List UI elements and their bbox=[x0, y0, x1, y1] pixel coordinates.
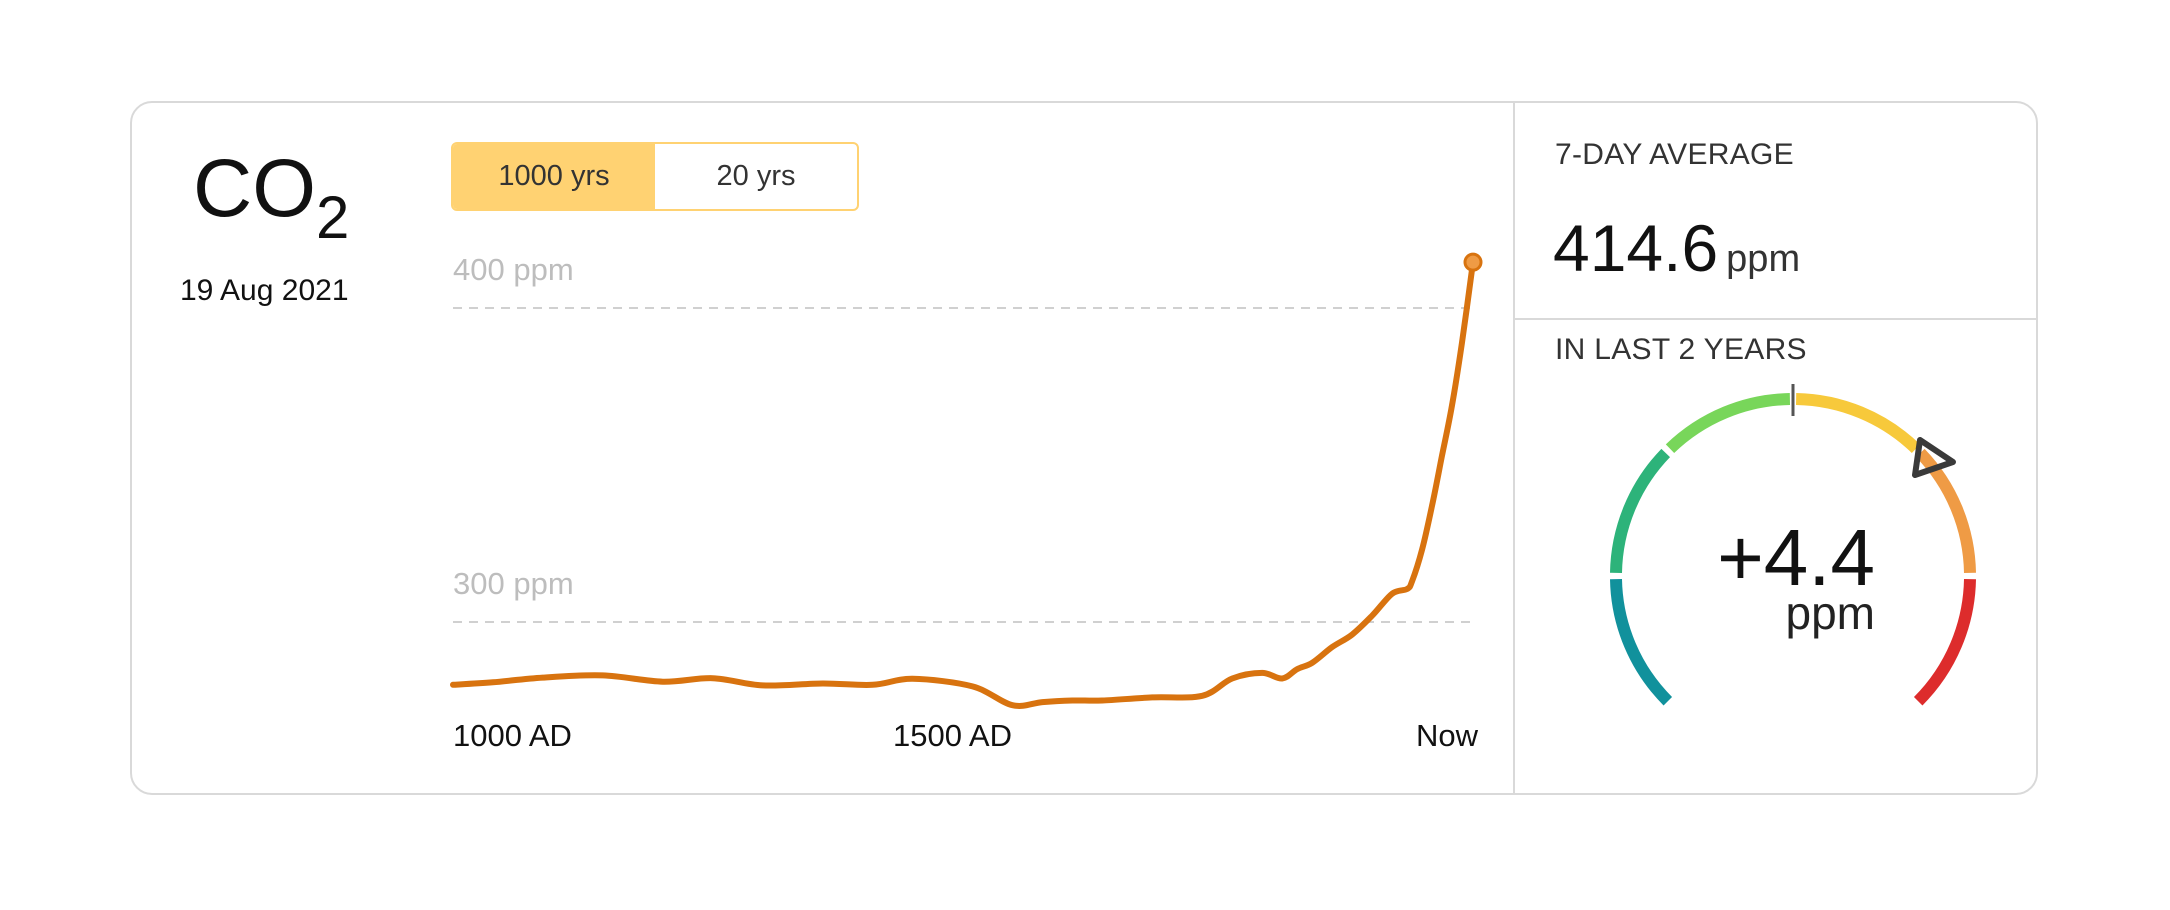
gauge-segment-1 bbox=[1616, 453, 1666, 573]
gauge-segment-2 bbox=[1670, 399, 1790, 449]
gauge-segment-0 bbox=[1616, 579, 1668, 701]
change-value: +4.4 bbox=[1700, 518, 1875, 598]
gauge-segment-5 bbox=[1918, 579, 1970, 701]
change-unit: ppm bbox=[1700, 590, 1875, 636]
gauge-segment-3 bbox=[1796, 399, 1916, 449]
